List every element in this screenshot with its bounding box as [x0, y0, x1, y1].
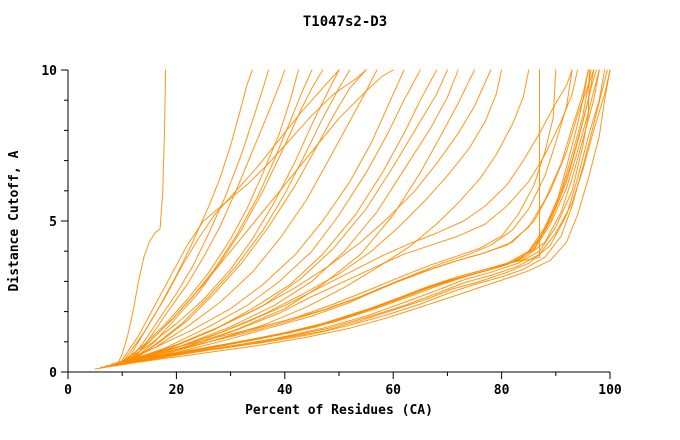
model-curve: [121, 69, 557, 364]
x-tick-label: 20: [169, 383, 185, 398]
x-tick-label: 100: [598, 383, 622, 398]
model-curve: [116, 69, 167, 367]
y-tick-label: 0: [49, 366, 57, 381]
x-axis-label: Percent of Residues (CA): [245, 403, 433, 418]
curves-layer: [94, 69, 611, 370]
model-curve: [121, 69, 299, 364]
y-tick-label: 10: [41, 64, 57, 79]
model-curve: [121, 69, 573, 364]
x-tick-label: 40: [277, 383, 293, 398]
model-curve: [121, 69, 540, 364]
model-curve: [121, 69, 394, 362]
model-curve: [116, 69, 578, 365]
model-curve: [116, 69, 405, 364]
model-curve: [127, 69, 351, 364]
model-curve: [127, 69, 340, 361]
axes-layer: 0 20 40 60 80 100 0 5 10: [41, 64, 622, 398]
model-curve: [116, 69, 530, 365]
y-tick-label: 5: [49, 215, 57, 230]
model-curve: [127, 69, 475, 364]
model-curve: [121, 69, 459, 364]
chart-title: T1047s2-D3: [303, 14, 387, 30]
model-curve: [116, 69, 595, 365]
model-curve: [132, 69, 448, 361]
model-curve: [121, 69, 367, 361]
x-tick-label: 80: [494, 383, 510, 398]
model-curve: [105, 69, 606, 367]
model-curve: [94, 69, 611, 370]
y-axis-label: Distance Cutoff, A: [7, 150, 22, 291]
model-curve: [132, 69, 286, 361]
model-curve: [121, 69, 340, 364]
model-curve: [127, 69, 313, 364]
model-curve: [127, 69, 600, 364]
model-curve: [127, 69, 438, 364]
model-curve: [121, 69, 378, 364]
model-curve: [121, 69, 421, 364]
model-curve: [110, 69, 590, 367]
model-curve: [127, 69, 269, 364]
x-tick-label: 0: [64, 383, 72, 398]
x-tick-label: 60: [385, 383, 401, 398]
model-curve: [132, 69, 367, 361]
model-curve: [132, 69, 324, 361]
model-curve: [132, 69, 492, 361]
model-curve: [127, 69, 573, 364]
model-curve: [121, 69, 503, 364]
